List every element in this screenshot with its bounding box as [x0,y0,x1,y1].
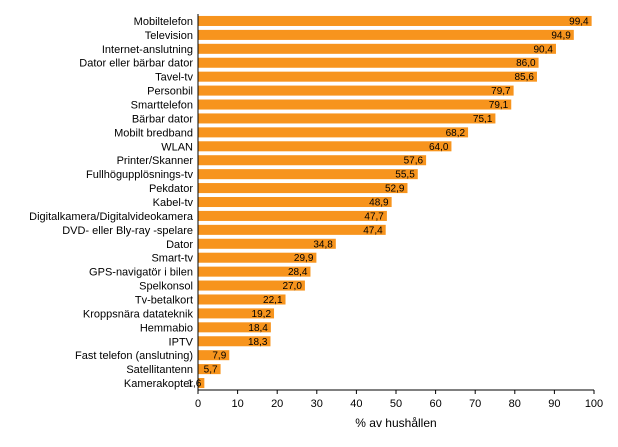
category-label: Digitalkamera/Digitalvideokamera [29,211,194,223]
bar [198,238,336,249]
value-label: 48,9 [369,198,389,209]
category-label: Mobilt bredband [114,127,193,139]
category-label: Dator [166,239,193,251]
value-label: 18,4 [248,323,268,334]
category-label: Printer/Skanner [117,155,194,167]
value-label: 27,0 [282,281,302,292]
x-tick-label: 10 [231,398,243,410]
value-label: 28,4 [288,267,308,278]
value-label: 29,9 [294,253,314,264]
value-label: 47,4 [363,225,383,236]
category-label: Tavel-tv [155,72,193,84]
value-label: 75,1 [473,114,493,125]
category-label: IPTV [169,336,194,348]
bar [198,43,556,54]
bar [198,196,392,208]
value-label: 64,0 [429,142,449,153]
value-label: 34,8 [313,239,333,250]
value-label: 55,5 [395,170,415,181]
category-label: GPS-navigatör i bilen [89,267,193,279]
bar [198,336,271,347]
bar [198,350,230,361]
value-label: 5,7 [204,365,218,376]
bar [198,294,286,305]
bar [198,99,512,110]
value-label: 52,9 [385,184,405,195]
x-tick-label: 90 [548,398,560,410]
bars-group [198,15,592,389]
category-label: Kroppsnära datateknik [83,308,194,320]
bar [198,71,537,82]
x-tick-label: 20 [271,398,283,410]
bar [198,29,574,40]
value-label: 22,1 [263,295,283,306]
bar [198,252,317,263]
value-label: 90,4 [534,44,554,55]
category-label: Smarttelefon [131,100,193,112]
category-label: Mobiltelefon [134,16,193,28]
category-labels-group: Mobiltelefon Television Internet-anslutnin… [29,16,194,390]
value-label: 68,2 [446,128,466,139]
x-tick-label: 40 [350,398,362,410]
bar [198,155,427,166]
category-label: WLAN [161,141,193,153]
category-label: Hemmabio [140,322,193,334]
category-label: Spelkonsol [139,281,193,293]
category-label: Dator eller bärbar dator [79,58,193,70]
value-label: 99,4 [569,16,589,27]
x-tick-label: 30 [311,398,323,410]
bar [198,378,205,389]
value-label: 1,6 [187,379,201,390]
category-label: Personbil [147,86,193,98]
value-label: 85,6 [515,72,535,83]
category-label: Bärbar dator [132,113,193,125]
x-tick-label: 70 [469,398,481,410]
x-tick-label: 100 [585,398,603,410]
value-label: 86,0 [516,58,536,69]
bar [198,210,387,221]
bar [198,113,496,124]
bar [198,364,221,375]
bar [198,224,386,235]
x-ticks-group: 0 10 20 30 40 50 60 70 80 90 100 [195,390,603,410]
value-label: 94,9 [551,30,571,41]
category-label: Fullhögupplösnings-tv [86,169,194,181]
category-label: Kabel-tv [153,197,194,209]
x-tick-label: 60 [429,398,441,410]
category-label: Pekdator [149,183,193,195]
bar [198,141,452,152]
bar [198,266,311,277]
x-axis-title: % av hushållen [355,416,436,430]
value-label: 79,1 [489,100,509,111]
category-label: Smart-tv [151,253,193,265]
category-label: Tv-betalkort [135,294,193,306]
value-label: 7,9 [212,351,226,362]
bar [198,169,418,180]
bar [198,183,408,194]
bar [198,280,305,291]
bar [198,127,469,138]
category-label: Television [145,30,193,42]
category-label: Internet-anslutning [102,44,193,56]
value-labels-group: 99,4 94,9 90,4 86,0 85,6 79,7 79,1 75,1 68,2 64,0… [187,16,589,389]
x-tick-label: 80 [509,398,521,410]
value-label: 19,2 [252,309,272,320]
value-label: 47,7 [364,211,384,222]
x-tick-label: 50 [390,398,402,410]
value-label: 79,7 [491,86,511,97]
bar [198,15,592,26]
category-label: Fast telefon (anslutning) [75,350,193,362]
x-tick-label: 0 [195,398,201,410]
category-label: Satellitantenn [126,364,193,376]
category-label: DVD- eller Bly-ray -spelare [62,225,193,237]
bar [198,57,539,68]
bar [198,85,514,96]
bar [198,322,271,333]
value-label: 18,3 [248,337,268,348]
value-label: 57,6 [404,156,424,167]
category-label: Kamerakopter [124,378,193,390]
bar [198,308,275,319]
